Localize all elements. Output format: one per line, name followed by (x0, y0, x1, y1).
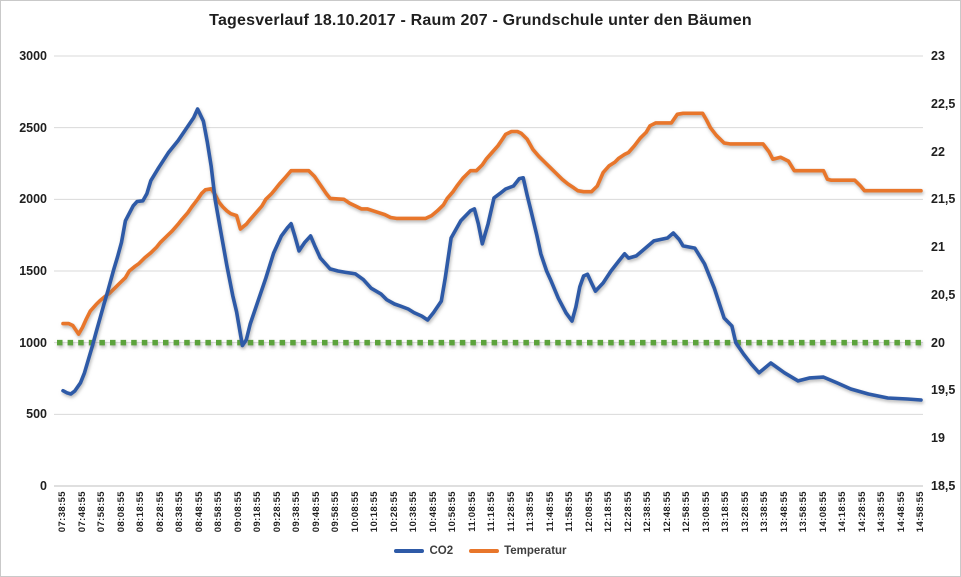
y-axis-left-label: 2500 (19, 120, 47, 135)
x-axis-tick-label: 12:58:55 (681, 491, 692, 533)
y-axis-right-label: 20 (931, 335, 945, 350)
y-axis-right-label: 22 (931, 144, 945, 159)
legend-item-temperatur: Temperatur (469, 545, 567, 557)
x-axis-tick-label: 09:58:55 (330, 491, 341, 533)
co2-line (61, 107, 923, 402)
y-axis-left-label: 2000 (19, 192, 47, 207)
x-axis-tick-label: 12:18:55 (603, 491, 614, 533)
x-axis-tick-label: 11:18:55 (486, 491, 497, 532)
x-axis-tick-label: 13:58:55 (798, 491, 809, 533)
y-axis-left-label: 0 (40, 479, 47, 493)
x-axis-tick-label: 14:58:55 (915, 491, 926, 533)
x-axis-tick-label: 10:58:55 (447, 491, 458, 533)
y-axis-left-label: 500 (26, 407, 47, 422)
x-axis-tick-label: 14:38:55 (876, 491, 887, 533)
x-axis-tick-label: 14:18:55 (837, 491, 848, 533)
y-axis-right-label: 19,5 (931, 383, 956, 398)
y-axis-right-label: 18,5 (931, 479, 956, 493)
x-axis-tick-label: 08:38:55 (174, 491, 185, 533)
x-axis-tick-label: 13:18:55 (720, 491, 731, 533)
x-axis-tick-label: 10:28:55 (388, 491, 400, 533)
x-axis-tick-label: 11:38:55 (525, 491, 536, 532)
x-axis-tick-label: 13:48:55 (778, 491, 790, 533)
y-axis-left-label: 1000 (19, 335, 47, 350)
legend: CO2 Temperatur (1, 545, 960, 557)
x-axis-tick-label: 12:38:55 (642, 491, 653, 533)
y-axis-left-label: 3000 (19, 49, 47, 63)
x-axis-tick-label: 14:48:55 (895, 491, 907, 533)
y-axis-left-label: 1500 (19, 264, 47, 278)
legend-line-swatch (469, 549, 500, 553)
y-axis-right-label: 21,5 (931, 192, 956, 207)
x-axis-tick-label: 13:08:55 (700, 491, 712, 533)
x-axis-tick-label: 09:38:55 (291, 491, 302, 533)
y-axis-right-label: 21 (931, 240, 945, 255)
x-axis-tick-label: 10:08:55 (349, 491, 361, 533)
x-axis-tick-label: 07:48:55 (76, 491, 88, 533)
x-axis-tick-label: 11:08:55 (466, 491, 478, 532)
x-axis-tick-label: 12:28:55 (622, 491, 634, 533)
x-axis-tick-label: 13:38:55 (759, 491, 770, 533)
x-axis-tick-label: 09:48:55 (310, 491, 322, 533)
x-axis-tick-label: 13:28:55 (739, 491, 751, 533)
x-axis-tick-label: 12:08:55 (583, 491, 595, 533)
temperatur-line (61, 111, 923, 336)
x-axis-tick-label: 14:08:55 (817, 491, 829, 533)
y-axis-right-label: 20,5 (931, 287, 956, 302)
x-axis-tick-label: 11:28:55 (505, 491, 517, 532)
x-axis-tick-label: 07:38:55 (57, 491, 68, 533)
x-axis-tick-label: 08:08:55 (115, 491, 127, 533)
x-axis-tick-label: 08:58:55 (213, 491, 224, 533)
chart-title: Tagesverlauf 18.10.2017 - Raum 207 - Gru… (209, 12, 752, 29)
legend-label: CO2 (429, 545, 454, 557)
x-axis-tick-label: 11:48:55 (544, 491, 556, 532)
x-axis-tick-label: 12:48:55 (661, 491, 673, 533)
legend-label: Temperatur (504, 545, 567, 557)
x-axis-tick-label: 08:48:55 (193, 491, 205, 533)
x-axis-tick-label: 08:18:55 (135, 491, 146, 533)
x-axis-tick-label: 08:28:55 (154, 491, 166, 533)
x-axis-tick-label: 09:08:55 (232, 491, 244, 533)
x-axis-tick-label: 09:28:55 (271, 491, 283, 533)
x-axis-tick-label: 10:38:55 (408, 491, 419, 533)
x-axis-tick-label: 10:48:55 (427, 491, 439, 533)
x-axis-tick-label: 09:18:55 (252, 491, 263, 533)
x-axis-tick-label: 07:58:55 (96, 491, 107, 533)
legend-line-swatch (394, 549, 425, 553)
x-axis-tick-label: 10:18:55 (369, 491, 380, 533)
y-axis-right-label: 23 (931, 49, 945, 63)
y-axis-right-label: 19 (931, 431, 945, 446)
x-axis-tick-label: 14:28:55 (856, 491, 868, 533)
legend-item-co2: CO2 (394, 545, 453, 557)
y-axis-right-label: 22,5 (931, 96, 956, 111)
x-axis-tick-label: 11:58:55 (564, 491, 575, 532)
